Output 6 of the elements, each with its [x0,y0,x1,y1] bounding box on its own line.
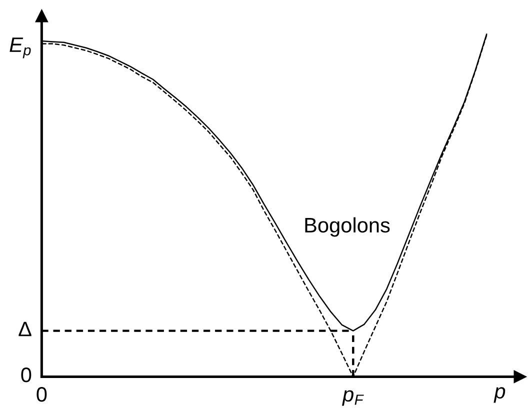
x-axis-title: p [494,387,506,403]
ref-line-label: Δ [18,322,32,336]
y-axis-title: E$_{p}$ [10,38,31,58]
x-tick-label: p$_{F}$ [342,390,364,406]
series-label: Bogolons [305,217,390,237]
text: 0 [21,368,32,382]
